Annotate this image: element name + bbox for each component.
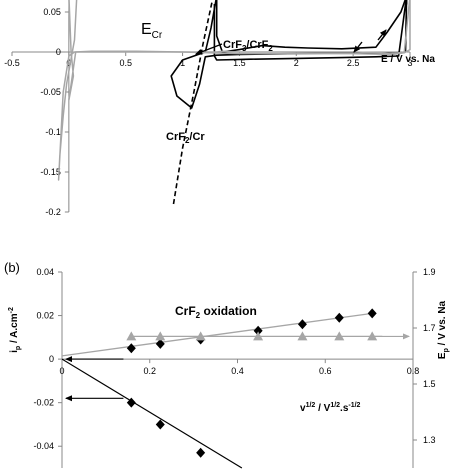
fit-lines	[62, 312, 383, 469]
triangle-marker	[297, 331, 308, 341]
y-tick-label: -0.04	[33, 441, 54, 451]
scan-direction-arrows	[353, 29, 387, 53]
x-tick-label: 0	[59, 366, 64, 376]
right-y-tick-label: 1.9	[423, 267, 436, 277]
cv-series-line	[213, 0, 408, 61]
right-y-tick-label: 1.7	[423, 323, 436, 333]
y-tick-label: 0.02	[36, 311, 54, 321]
triangle-marker	[367, 331, 378, 341]
x-axis-label: E / V vs. Na	[381, 54, 435, 65]
cv-curves	[57, 0, 411, 205]
y-tick-label: -0.05	[40, 87, 61, 97]
fit-line	[62, 312, 373, 357]
y-tick-labels: 0.05 0 -0.05 -0.1 -0.15 -0.2	[40, 7, 69, 217]
panel-b-label: (b)	[4, 260, 20, 275]
left-y-axis-label: ip / A.cm-2	[8, 307, 22, 353]
cv-series-line	[57, 0, 411, 181]
ecr-label: ECr	[141, 21, 163, 41]
x-tick-label: -0.5	[4, 58, 20, 68]
crf2-cr-label: CrF2/Cr	[166, 131, 205, 145]
cyclic-voltammogram-panel: -0.5 0 0.5 1 1.5 2 2.5 3 0.05 0 -0.05 -0.1 -0.15 -0.…	[4, 0, 435, 217]
right-y-tick-label: 1.5	[423, 379, 436, 389]
x-tick-label: 1	[180, 58, 185, 68]
y-tick-label: -0.1	[45, 127, 61, 137]
y-tick-label: 0	[56, 47, 61, 57]
x-tick-label: 1.5	[233, 58, 246, 68]
y-tick-label: 0.04	[36, 267, 54, 277]
axis-arrows	[65, 333, 410, 402]
x-tick-label: 2	[294, 58, 299, 68]
data-markers	[126, 308, 378, 458]
right-y-axis-label: Ep / V vs. Na	[437, 300, 450, 359]
x-axis-label: v1/2 / V1/2.s-1/2	[300, 402, 361, 414]
diamond-marker	[155, 419, 165, 430]
y-tick-label: 0.05	[43, 7, 61, 17]
y-tick-label: -0.15	[40, 167, 61, 177]
diamond-marker	[155, 338, 165, 349]
triangle-marker	[334, 331, 345, 341]
chart-title: CrF2 oxidation	[175, 304, 257, 320]
x-tick-label: 0.2	[143, 366, 156, 376]
x-tick-label: 0.4	[231, 366, 244, 376]
x-tick-label: 0	[66, 58, 71, 68]
triangle-marker	[253, 331, 264, 341]
x-tick-labels: 0 0.2 0.4 0.6 0.8	[59, 359, 419, 376]
x-tick-labels: -0.5 0 0.5 1 1.5 2 2.5 3	[4, 52, 413, 68]
extrapolation-dashed-line	[172, 0, 214, 205]
triangle-marker	[195, 331, 206, 341]
diamond-marker	[297, 319, 307, 330]
diamond-marker	[196, 447, 206, 458]
crf3-arrow	[195, 43, 223, 55]
y-tick-label: 0	[49, 354, 54, 364]
plot-area	[62, 308, 410, 469]
crf3-crf2-label: CrF3/CrF2	[223, 39, 273, 53]
diamond-marker	[126, 343, 136, 354]
right-y-tick-label: 1.3	[423, 435, 436, 445]
left-y-tick-labels: 0.04 0.02 0 -0.02 -0.04	[33, 267, 62, 451]
cv-series-line	[68, 0, 411, 101]
right-y-tick-labels: 1.9 1.7 1.5 1.3	[413, 267, 436, 445]
fit-line	[62, 358, 243, 469]
diamond-marker	[367, 308, 377, 319]
scan-arrow-up	[377, 29, 387, 41]
x-tick-label: 2.5	[347, 58, 360, 68]
diamond-marker	[253, 325, 263, 336]
diamond-marker	[126, 397, 136, 408]
y-tick-label: -0.02	[33, 398, 54, 408]
scan-arrow-left	[353, 41, 363, 53]
x-tick-label: 3	[407, 58, 412, 68]
diamond-marker	[334, 312, 344, 323]
x-tick-label: 0.8	[407, 366, 420, 376]
x-tick-label: 0.5	[119, 58, 132, 68]
y-tick-label: -0.2	[45, 207, 61, 217]
peak-analysis-panel: (b) 0 0.2 0.4 0.6 0.8 0.04 0.02 0 -0.02 -0.04 1.…	[4, 260, 450, 469]
x-tick-label: 0.6	[319, 366, 332, 376]
triangle-marker	[155, 331, 166, 341]
triangle-marker	[126, 331, 137, 341]
